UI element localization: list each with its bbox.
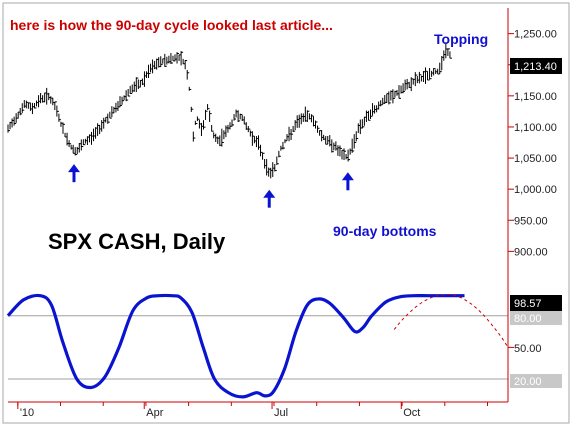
grid-lines <box>8 315 508 380</box>
x-tick-label: Oct <box>403 407 420 419</box>
bottom-arrow-icon <box>68 164 81 183</box>
y-tick-label: 1,050.00 <box>514 153 557 165</box>
last-price-box <box>510 58 562 74</box>
y-tick-label: 900.00 <box>514 246 548 258</box>
annotation-bottoms: 90-day bottoms <box>333 223 437 239</box>
bottom-arrow-head <box>68 164 81 173</box>
y-tick-label: 1,000.00 <box>514 184 557 196</box>
level-80-label: 80.00 <box>514 313 542 325</box>
annotation-top: here is how the 90-day cycle looked last… <box>10 17 333 33</box>
indicator-tick-50: 50.00 <box>514 343 542 355</box>
x-tick-label: Apr <box>146 407 163 419</box>
bottom-arrow-icon <box>263 189 276 208</box>
last-price-label: 1,213.40 <box>514 61 557 73</box>
indicator-projection-line <box>393 293 509 348</box>
x-tick-label: Jul <box>274 407 288 419</box>
indicator-last-box <box>510 295 562 311</box>
indicator-line <box>6 293 465 399</box>
level-20-box <box>510 374 562 388</box>
chart-frame <box>2 2 570 424</box>
indicator-last-label: 98.57 <box>514 298 542 310</box>
y-tick-label: 950.00 <box>514 215 548 227</box>
price-series <box>7 42 452 179</box>
x-axis: '10 Apr Jul Oct <box>8 401 508 419</box>
y-tick-label: 1,250.00 <box>514 29 557 41</box>
y-tick-label: 1,100.00 <box>514 122 557 134</box>
bottom-arrow-head <box>341 172 354 181</box>
chart-title: SPX CASH, Daily <box>48 229 226 254</box>
level-20-label: 20.00 <box>514 376 542 388</box>
bottom-arrow-head <box>263 189 276 198</box>
bottom-arrow-icon <box>341 172 354 191</box>
y-tick-label: 1,150.00 <box>514 91 557 103</box>
bottom-markers <box>68 164 354 208</box>
level-80-box <box>510 311 562 325</box>
indicator-series <box>6 293 509 399</box>
x-tick-label: '10 <box>20 407 34 419</box>
annotation-topping: Topping <box>434 31 488 47</box>
